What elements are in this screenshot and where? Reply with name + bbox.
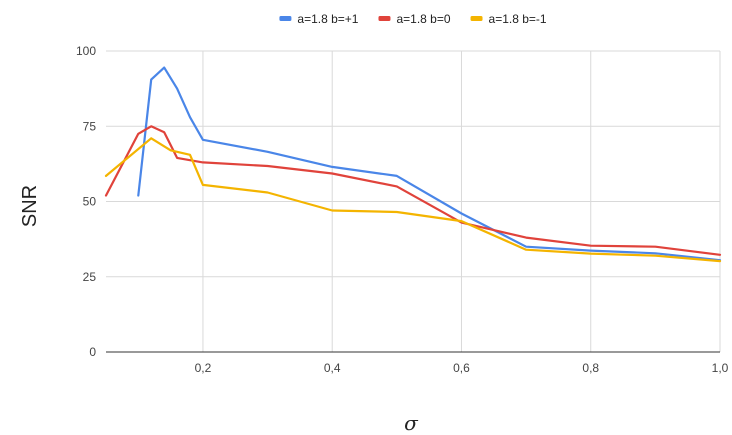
series-lines [104, 66, 722, 263]
y-axis-label: SNR [19, 185, 41, 227]
y-tick-label: 50 [83, 195, 97, 209]
legend-swatch [378, 16, 391, 21]
x-axis-label: σ [404, 411, 419, 435]
series-line [104, 125, 722, 256]
legend-item[interactable]: a=1.8 b=-1 [470, 12, 547, 26]
legend-item[interactable]: a=1.8 b=0 [378, 12, 451, 26]
legend-label: a=1.8 b=-1 [489, 12, 547, 26]
series-line [104, 137, 722, 263]
grid-lines [106, 50, 721, 352]
tick-labels: 0 25 50 75 100 0,2 0,4 0,6 0,8 1,0 [76, 44, 729, 375]
legend-label: a=1.8 b=0 [396, 12, 450, 26]
legend-swatch [279, 16, 292, 21]
legend-item[interactable]: a=1.8 b=+1 [279, 12, 359, 26]
x-tick-label: 0,6 [453, 361, 470, 375]
legend-label: a=1.8 b=+1 [297, 12, 358, 26]
y-tick-label: 100 [76, 44, 96, 58]
x-tick-label: 0,2 [195, 361, 212, 375]
x-tick-label: 0,4 [324, 361, 341, 375]
y-tick-label: 0 [89, 345, 96, 359]
x-tick-label: 1,0 [712, 361, 729, 375]
y-tick-label: 25 [83, 270, 97, 284]
legend-swatch [470, 16, 483, 21]
legend[interactable]: a=1.8 b=+1 a=1.8 b=0 a=1.8 b=-1 [279, 12, 547, 26]
series-line [137, 66, 722, 262]
x-tick-label: 0,8 [582, 361, 599, 375]
y-tick-label: 75 [83, 119, 97, 133]
